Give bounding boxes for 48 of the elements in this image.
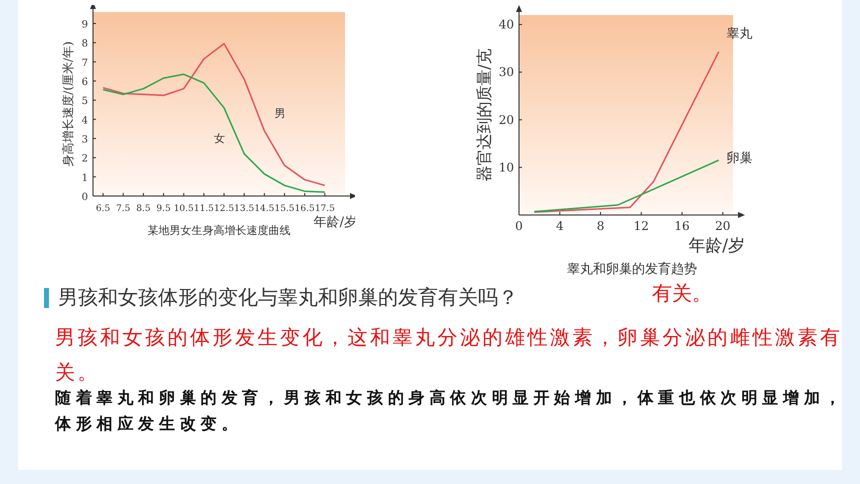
text: 有关。 [652,280,712,307]
x-axis-title: 年龄/岁 [688,236,745,256]
text: 男孩和女孩的体形发生变化，这和睾丸分泌的雄性激素，卵巢分泌的雌性激素有关。 [55,325,842,384]
y-tick-label: 1 [82,172,88,184]
y-tick-label: 40 [498,18,514,32]
y-axis-title: 器官达到的质量/克 [474,48,494,182]
x-tick-label: 7.5 [116,204,131,214]
x-tick-label: 15.5 [274,204,295,214]
x-tick-label: 16.5 [294,204,315,214]
line-series [102,74,326,193]
y-tick-label: 0 [82,192,88,203]
y-axis-title: 身高增长速度/(厘米/年) [61,41,75,167]
x-tick-label: 4 [556,219,564,233]
x-tick-label: 13.5 [234,204,254,214]
series-label: 卵巢 [726,151,753,166]
x-tick-label: 10.5 [174,204,194,214]
x-tick-label: 20 [715,219,730,233]
y-tick-label: 9 [82,20,88,30]
text: 某地男女生身高增长速度曲线 [148,224,290,237]
y-tick-label: 2 [82,154,88,165]
x-tick-label: 0 [515,219,523,233]
text: 随着睾丸和卵巢的发育，男孩和女孩的身高依次明显开始增加，体重也依次明显增加，体形相应发生改变。 [55,387,846,435]
line-series [102,42,326,186]
x-tick-label: 9.5 [156,204,171,214]
series-label: 女 [214,132,226,145]
y-tick-label: 4 [82,115,88,126]
x-tick-label: 8 [596,219,604,233]
series-label: 睾丸 [726,26,753,42]
y-tick-label: 20 [498,112,514,127]
text: 睾丸和卵巢的发育趋势 [567,261,697,277]
y-tick-label: 5 [82,96,88,108]
x-tick-label: 17.5 [314,204,336,214]
y-tick-label: 8 [82,38,88,50]
x-tick-label: 6.5 [96,204,111,214]
text: 男孩和女孩体形的变化与睾丸和卵巢的发育有关吗？ [58,284,518,311]
x-tick-label: 16 [674,219,690,233]
y-tick-label: 30 [498,65,514,80]
y-tick-label: 10 [498,160,514,174]
series-label: 男 [274,106,286,120]
x-tick-label: 8.5 [136,204,151,214]
x-tick-label: 12.5 [214,204,234,214]
x-tick-label: 14.5 [254,204,275,214]
x-tick-label: 11.5 [194,204,214,214]
line-series [534,50,720,213]
y-tick-label: 7 [82,58,88,69]
x-tick-label: 12 [634,219,649,233]
y-tick-label: 6 [82,77,88,88]
y-tick-label: 3 [82,134,88,146]
